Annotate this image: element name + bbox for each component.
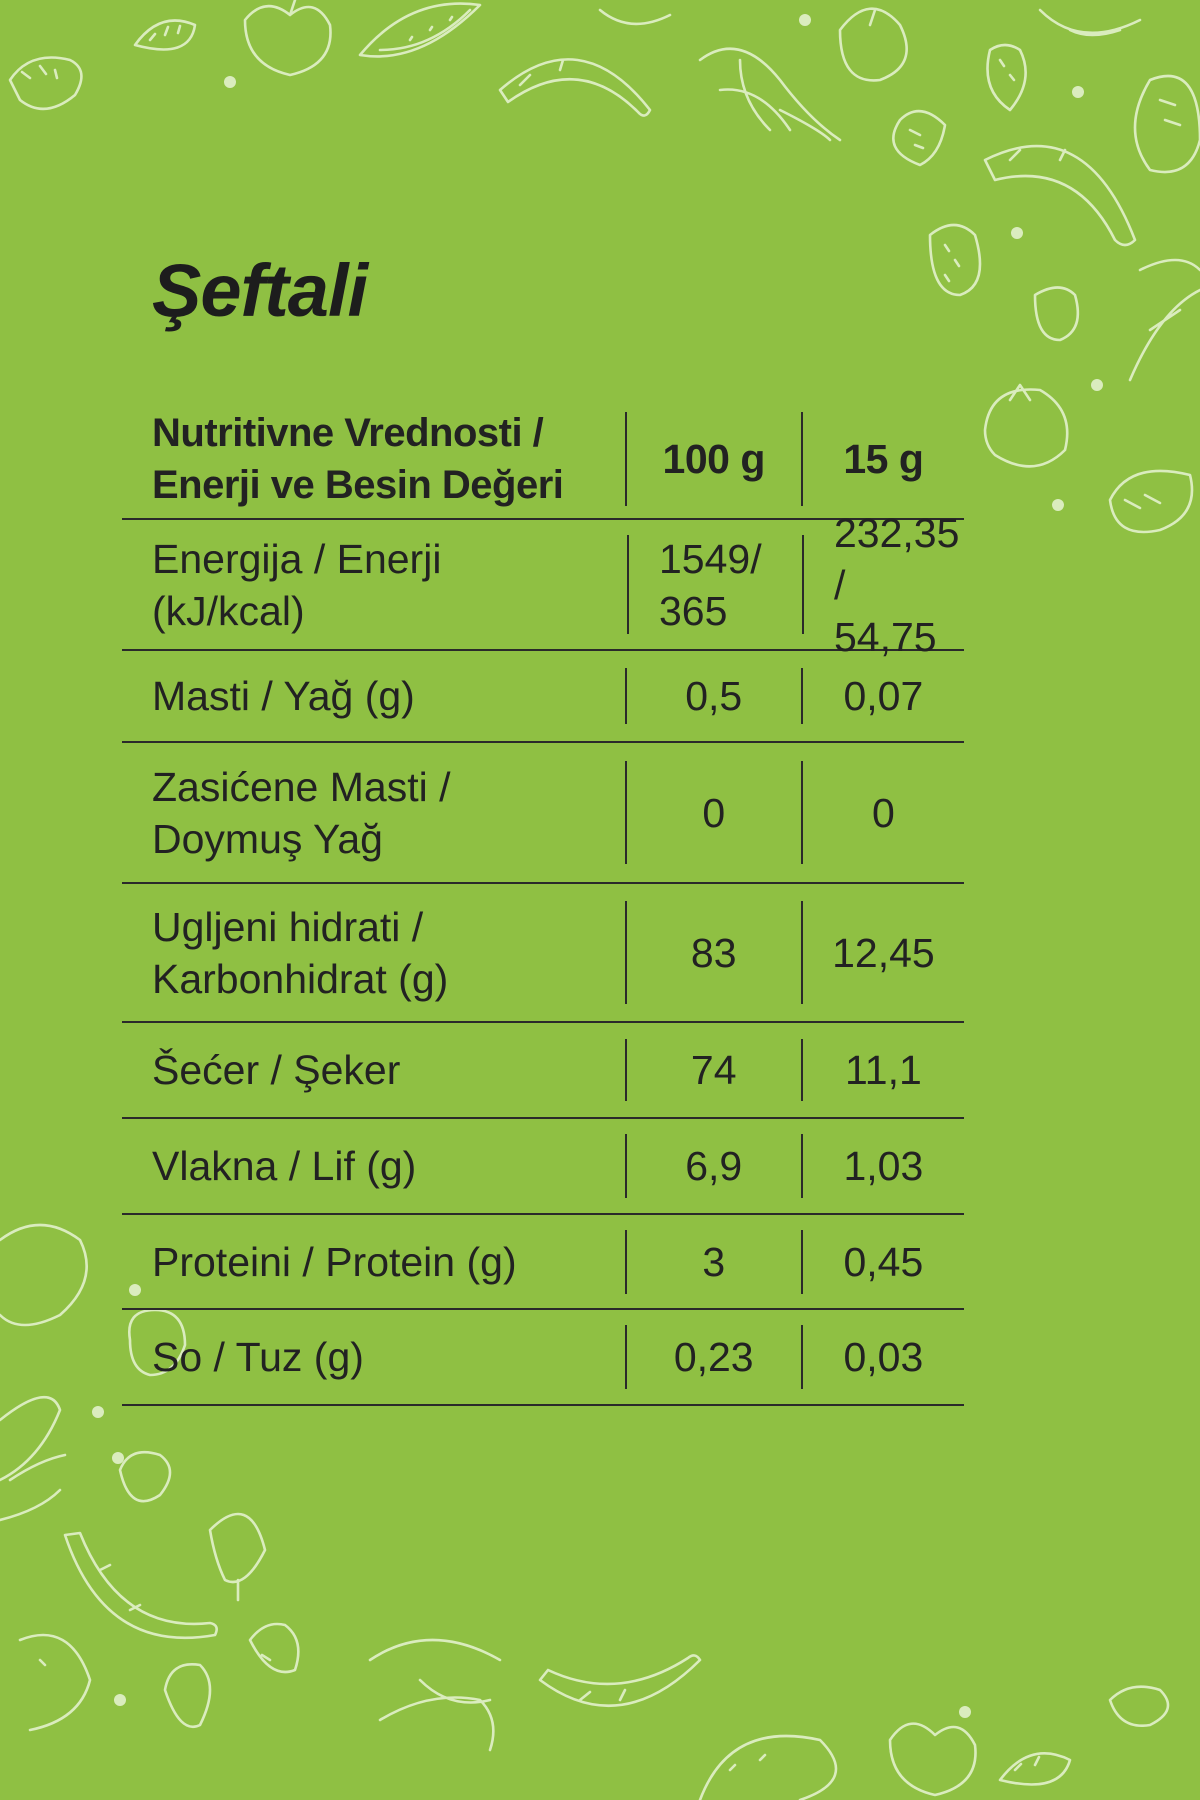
value-100g-cell: 0,23 [624, 1325, 801, 1389]
tomato-doodle-2 [983, 383, 1069, 468]
kiwi-doodle-bottom [18, 1633, 92, 1732]
label-cell: Šećer / Şeker [122, 1039, 625, 1101]
strawberry-doodle-left [118, 1450, 172, 1503]
page-title: Şeftali [152, 249, 368, 332]
value-100g: 0,5 [685, 673, 743, 719]
value-100g-cell: 83 [624, 901, 801, 1004]
lemon-doodle-left [0, 1223, 88, 1327]
value-15g: 11,1 [845, 1047, 922, 1093]
table-header-row: Nutritivne Vrednosti / Enerji ve Besin D… [122, 400, 964, 520]
table-row-carbohydrates: Ugljeni hidrati / Karbonhidrat (g) 83 12… [122, 884, 964, 1023]
value-100g: 1549/ 365 [659, 535, 762, 634]
banana-doodle-left [63, 1531, 218, 1640]
strawberry-doodle-4 [1033, 286, 1080, 342]
table-row-fat: Masti / Yağ (g) 0,5 0,07 [122, 651, 964, 743]
value-100g-cell: 0 [624, 761, 801, 864]
label-cell: Masti / Yağ (g) [122, 668, 625, 724]
watermelon-doodle-bottom [698, 1734, 838, 1800]
label-cell: Vlakna / Lif (g) [122, 1134, 625, 1198]
row-label: Masti / Yağ (g) [152, 673, 415, 719]
lemon-slice-doodle-left [248, 1622, 300, 1674]
row-label: Zasićene Masti / Doymuş Yağ [152, 763, 451, 862]
apple-doodle [243, 0, 332, 77]
banana-doodle-2 [983, 144, 1137, 247]
value-100g: 6,9 [685, 1143, 743, 1189]
leaf-bunch-doodle [698, 47, 842, 142]
strawberry-doodle [8, 56, 83, 111]
strawberry-doodle-bottom-2 [1108, 1685, 1170, 1728]
value-15g: 0 [871, 789, 895, 836]
value-100g-cell: 6,9 [624, 1134, 801, 1198]
value-15g: 1,03 [843, 1143, 924, 1189]
strawberry-doodle-bottom [163, 1662, 212, 1728]
value-15g-cell: 0 [800, 761, 964, 864]
row-label: Proteini / Protein (g) [152, 1238, 517, 1285]
label-cell: Ugljeni hidrati / Karbonhidrat (g) [122, 901, 625, 1004]
value-100g-cell: 1549/ 365 [627, 535, 802, 634]
table-row-saturated-fat: Zasićene Masti / Doymuş Yağ 0 0 [122, 743, 964, 884]
kiwi-doodle [598, 8, 672, 26]
value-100g: 0,23 [673, 1334, 754, 1380]
value-15g-cell: 12,45 [800, 901, 964, 1004]
header-label-cell: Nutritivne Vrednosti / Enerji ve Besin D… [122, 411, 625, 507]
value-100g-cell: 0,5 [624, 668, 801, 724]
row-label: Energija / Enerji (kJ/kcal) [152, 535, 442, 634]
header-15g: 15 g [843, 436, 924, 482]
value-15g-cell: 232,35 / 54,75 [802, 510, 964, 660]
row-label: Vlakna / Lif (g) [152, 1143, 417, 1189]
watermelon-slice-doodle [358, 2, 482, 58]
row-label: Šećer / Şeker [152, 1047, 401, 1093]
nutrition-table: Nutritivne Vrednosti / Enerji ve Besin D… [122, 400, 964, 1406]
leaf-bunch-doodle-left [0, 1395, 67, 1522]
banana-doodle-bottom [538, 1654, 702, 1708]
value-100g-cell: 74 [624, 1039, 801, 1101]
lemon-slice-doodle [133, 19, 197, 51]
apple-doodle-2 [838, 7, 908, 82]
value-15g-cell: 0,03 [800, 1325, 964, 1389]
strawberry-doodle-3 [928, 223, 982, 297]
table-row-energy: Energija / Enerji (kJ/kcal) 1549/ 365 23… [122, 510, 964, 660]
label-cell: So / Tuz (g) [122, 1325, 625, 1389]
row-label: Ugljeni hidrati / Karbonhidrat (g) [152, 903, 449, 1002]
label-cell: Energija / Enerji (kJ/kcal) [122, 535, 627, 634]
header-100g: 100 g [662, 436, 766, 482]
value-15g-cell: 11,1 [800, 1039, 964, 1101]
kiwi-circle-doodle [1038, 8, 1142, 37]
value-15g-cell: 1,03 [800, 1134, 964, 1198]
leaf-bunch-doodle-bottom [368, 1638, 502, 1752]
tomato-doodle [1133, 74, 1200, 174]
strawberry-doodle-2 [986, 43, 1027, 112]
header-15g-cell: 15 g [800, 412, 964, 506]
value-100g: 83 [690, 929, 737, 976]
banana-doodle [498, 58, 652, 117]
row-label: So / Tuz (g) [152, 1334, 364, 1380]
table-row-salt: So / Tuz (g) 0,23 0,03 [122, 1310, 964, 1406]
apple-doodle-bottom [888, 1722, 977, 1797]
value-100g: 0 [702, 789, 726, 836]
value-15g: 0,07 [843, 673, 924, 719]
value-15g: 12,45 [832, 929, 935, 976]
label-cell: Zasićene Masti / Doymuş Yağ [122, 761, 625, 864]
label-cell: Proteini / Protein (g) [122, 1230, 625, 1294]
value-100g: 3 [702, 1238, 726, 1285]
value-15g: 0,45 [843, 1238, 924, 1285]
value-15g: 0,03 [843, 1334, 924, 1380]
value-100g: 74 [690, 1047, 737, 1093]
table-row-protein: Proteini / Protein (g) 3 0,45 [122, 1215, 964, 1310]
lemon-half-doodle [892, 109, 947, 167]
header-100g-cell: 100 g [624, 412, 801, 506]
value-15g-cell: 0,07 [800, 668, 964, 724]
leaf-doodle-left [208, 1512, 267, 1602]
value-100g-cell: 3 [624, 1229, 801, 1294]
value-15g-cell: 0,45 [800, 1229, 964, 1294]
header-label: Nutritivne Vrednosti / Enerji ve Besin D… [152, 411, 564, 507]
leaf-doodle [1128, 258, 1200, 382]
value-15g: 232,35 / 54,75 [834, 509, 960, 660]
table-row-sugar: Šećer / Şeker 74 11,1 [122, 1023, 964, 1119]
lemon-half-doodle-bottom [998, 1752, 1072, 1786]
table-row-fiber: Vlakna / Lif (g) 6,9 1,03 [122, 1119, 964, 1215]
lemon-doodle [1108, 469, 1194, 534]
